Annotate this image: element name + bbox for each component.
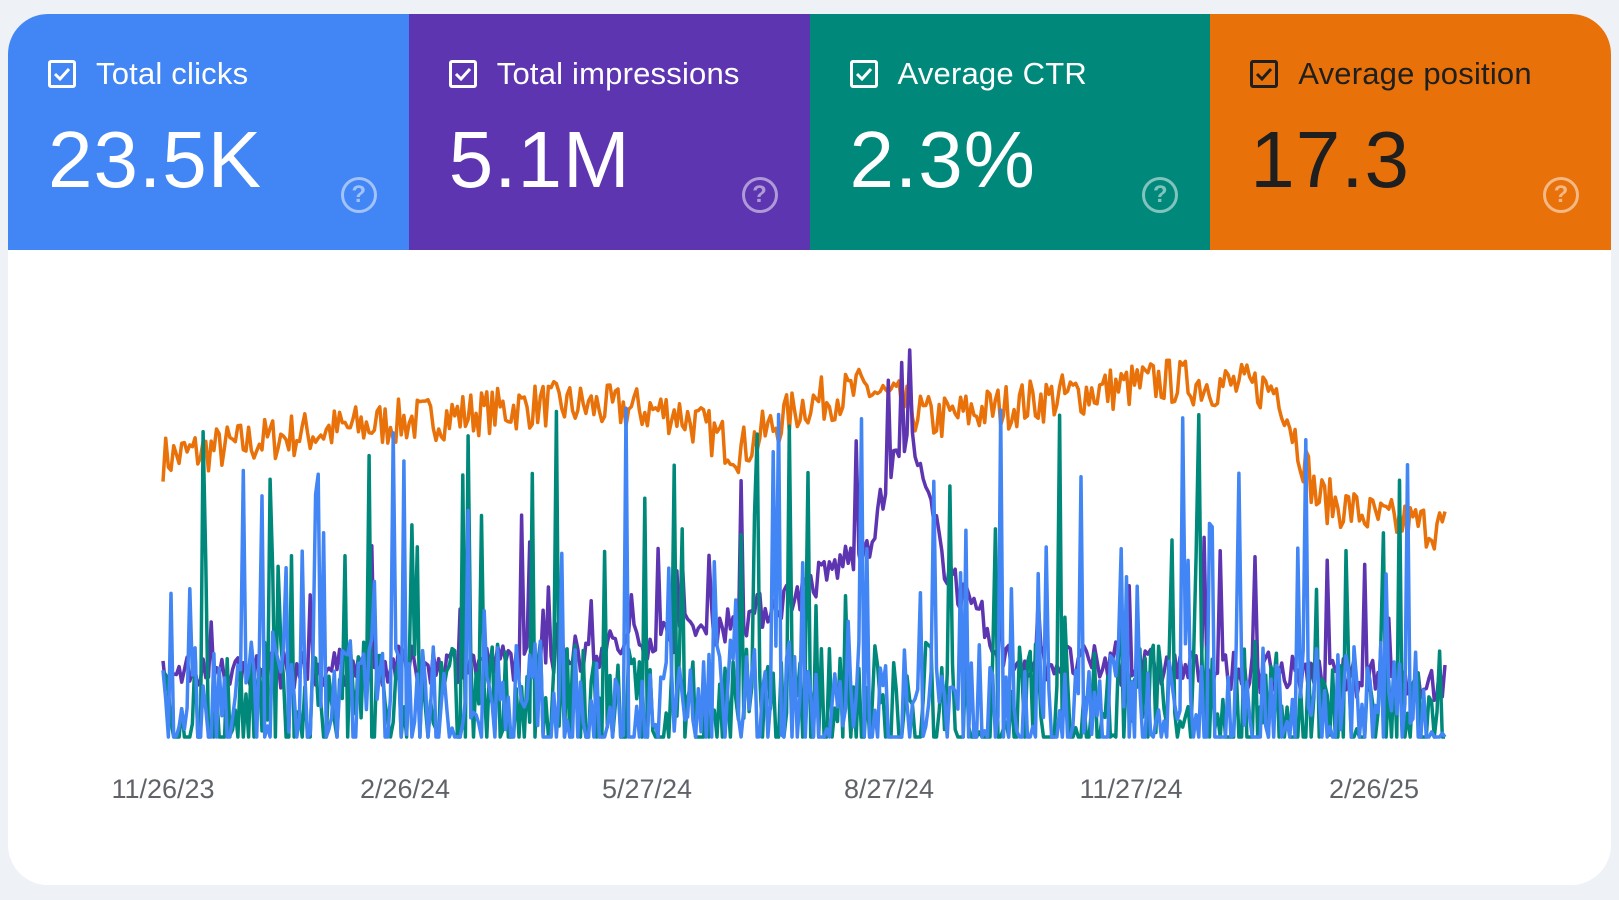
metric-label: Total impressions <box>448 56 740 92</box>
x-tick-label: 8/27/24 <box>844 774 934 804</box>
metric-value: 17.3 <box>1250 115 1410 204</box>
checkbox-checked-icon[interactable] <box>48 60 76 88</box>
metric-label-text: Average position <box>1298 56 1532 91</box>
metric-tiles: Total clicks 23.5K ? Total impressions 5… <box>8 14 1611 250</box>
x-tick-label: 2/26/25 <box>1329 774 1419 804</box>
x-axis-ticks: 11/26/23 2/26/24 5/27/24 8/27/24 11/27/24 2/2… <box>111 774 1419 804</box>
metric-tile-average-position[interactable]: Average position 17.3 ? <box>1210 14 1611 250</box>
metric-tile-total-impressions[interactable]: Total impressions 5.1M ? <box>408 14 810 250</box>
help-circle-icon[interactable]: ? <box>1142 177 1179 213</box>
metric-label: Average position <box>1250 56 1532 92</box>
metric-tile-total-clicks[interactable]: Total clicks 23.5K ? <box>8 14 409 250</box>
metric-label-text: Total clicks <box>96 56 249 91</box>
checkbox-checked-icon[interactable] <box>849 60 878 88</box>
metric-label-text: Average CTR <box>897 56 1087 91</box>
checkbox-checked-icon[interactable] <box>1250 60 1279 88</box>
metric-value: 23.5K <box>48 115 263 204</box>
x-tick-label: 2/26/24 <box>360 774 450 804</box>
metric-label: Total clicks <box>48 56 248 92</box>
help-circle-icon[interactable]: ? <box>741 177 778 213</box>
metric-tile-average-ctr[interactable]: Average CTR 2.3% ? <box>809 14 1211 250</box>
metric-label: Average CTR <box>849 56 1087 92</box>
x-tick-label: 11/26/23 <box>111 774 214 804</box>
series-line-total-clicks <box>161 406 1447 739</box>
metric-value: 5.1M <box>448 115 631 204</box>
x-tick-label: 11/27/24 <box>1079 774 1182 804</box>
help-circle-icon[interactable]: ? <box>1543 177 1579 213</box>
checkbox-checked-icon[interactable] <box>448 60 477 88</box>
series-layer <box>161 348 1447 739</box>
performance-card: Total clicks 23.5K ? Total impressions 5… <box>8 14 1611 885</box>
metric-label-text: Total impressions <box>496 56 740 91</box>
help-circle-icon[interactable]: ? <box>340 177 377 213</box>
metric-value: 2.3% <box>849 115 1036 204</box>
series-line-average-position <box>161 358 1447 551</box>
performance-line-chart: 11/26/23 2/26/24 5/27/24 8/27/24 11/27/24 2/2… <box>111 348 1447 804</box>
x-tick-label: 5/27/24 <box>602 774 692 804</box>
